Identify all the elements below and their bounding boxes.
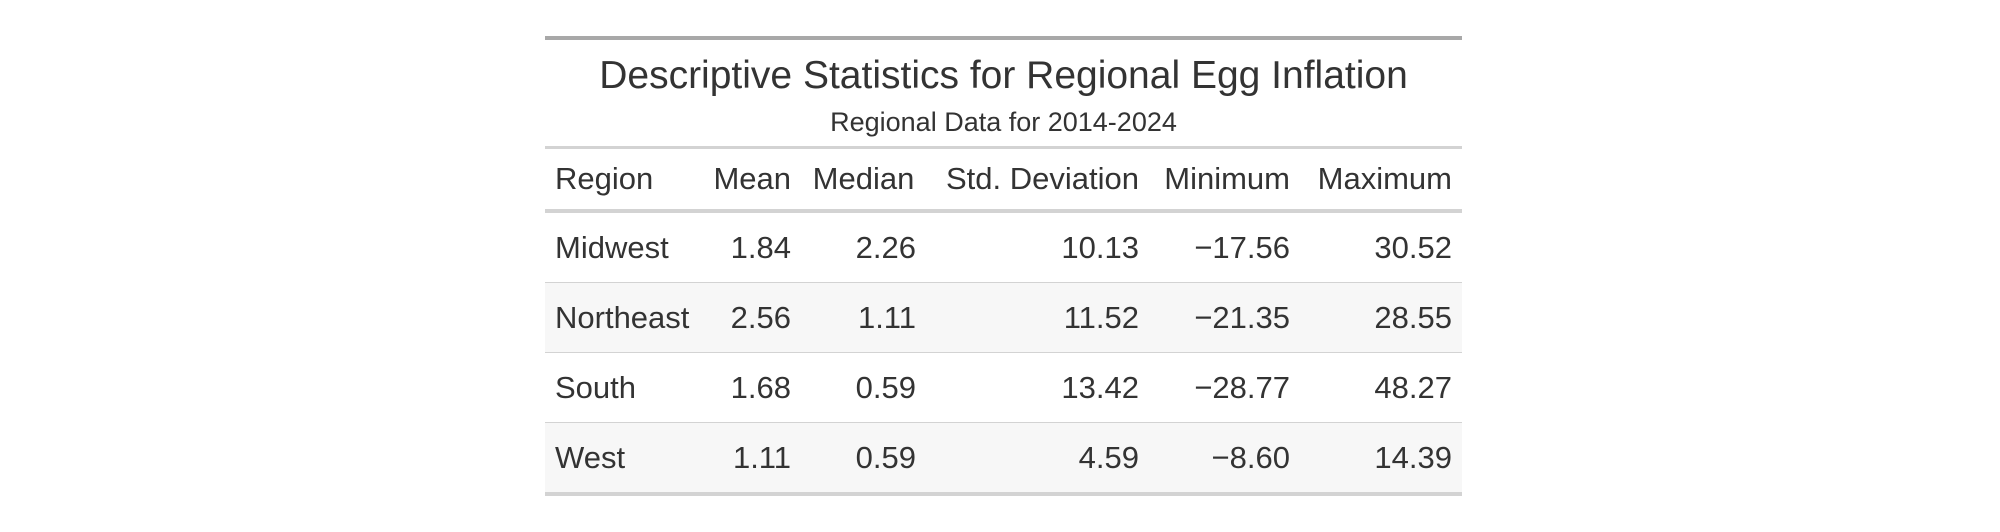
cell-std-deviation: 4.59 [926,422,1149,496]
cell-std-deviation: 11.52 [926,282,1149,353]
column-header-mean: Mean [700,149,801,213]
column-header-minimum: Minimum [1149,149,1300,213]
cell-maximum: 28.55 [1300,282,1462,353]
table-top-rule [545,36,1462,40]
cell-median: 1.11 [801,282,926,353]
cell-maximum: 30.52 [1300,211,1462,283]
column-header-std-deviation: Std. Deviation [926,149,1149,213]
table-title: Descriptive Statistics for Regional Egg … [599,54,1408,97]
cell-region: West [545,422,700,496]
header-rule [545,146,1462,149]
cell-maximum: 14.39 [1300,422,1462,496]
cell-median: 0.59 [801,352,926,423]
cell-region: South [545,352,700,423]
stats-table-container: Descriptive Statistics for Regional Egg … [545,36,1462,496]
cell-mean: 1.11 [700,422,801,496]
cell-std-deviation: 10.13 [926,211,1149,283]
column-header-region: Region [545,149,700,213]
cell-minimum: −17.56 [1149,211,1300,283]
cell-maximum: 48.27 [1300,352,1462,423]
table-row: Midwest 1.84 2.26 10.13 −17.56 30.52 [545,211,1462,283]
cell-region: Midwest [545,211,700,283]
table-row: West 1.11 0.59 4.59 −8.60 14.39 [545,422,1462,496]
table-row: Northeast 2.56 1.11 11.52 −21.35 28.55 [545,282,1462,353]
table-header-row: Region Mean Median Std. Deviation Minimu… [545,149,1462,213]
cell-mean: 2.56 [700,282,801,353]
column-header-maximum: Maximum [1300,149,1462,213]
column-header-median: Median [801,149,926,213]
cell-std-deviation: 13.42 [926,352,1149,423]
cell-mean: 1.68 [700,352,801,423]
cell-region: Northeast [545,282,700,353]
cell-minimum: −21.35 [1149,282,1300,353]
cell-median: 0.59 [801,422,926,496]
cell-minimum: −28.77 [1149,352,1300,423]
cell-median: 2.26 [801,211,926,283]
cell-minimum: −8.60 [1149,422,1300,496]
stats-table: Region Mean Median Std. Deviation Minimu… [545,149,1462,496]
cell-mean: 1.84 [700,211,801,283]
table-row: South 1.68 0.59 13.42 −28.77 48.27 [545,352,1462,423]
table-subtitle: Regional Data for 2014-2024 [830,107,1177,137]
